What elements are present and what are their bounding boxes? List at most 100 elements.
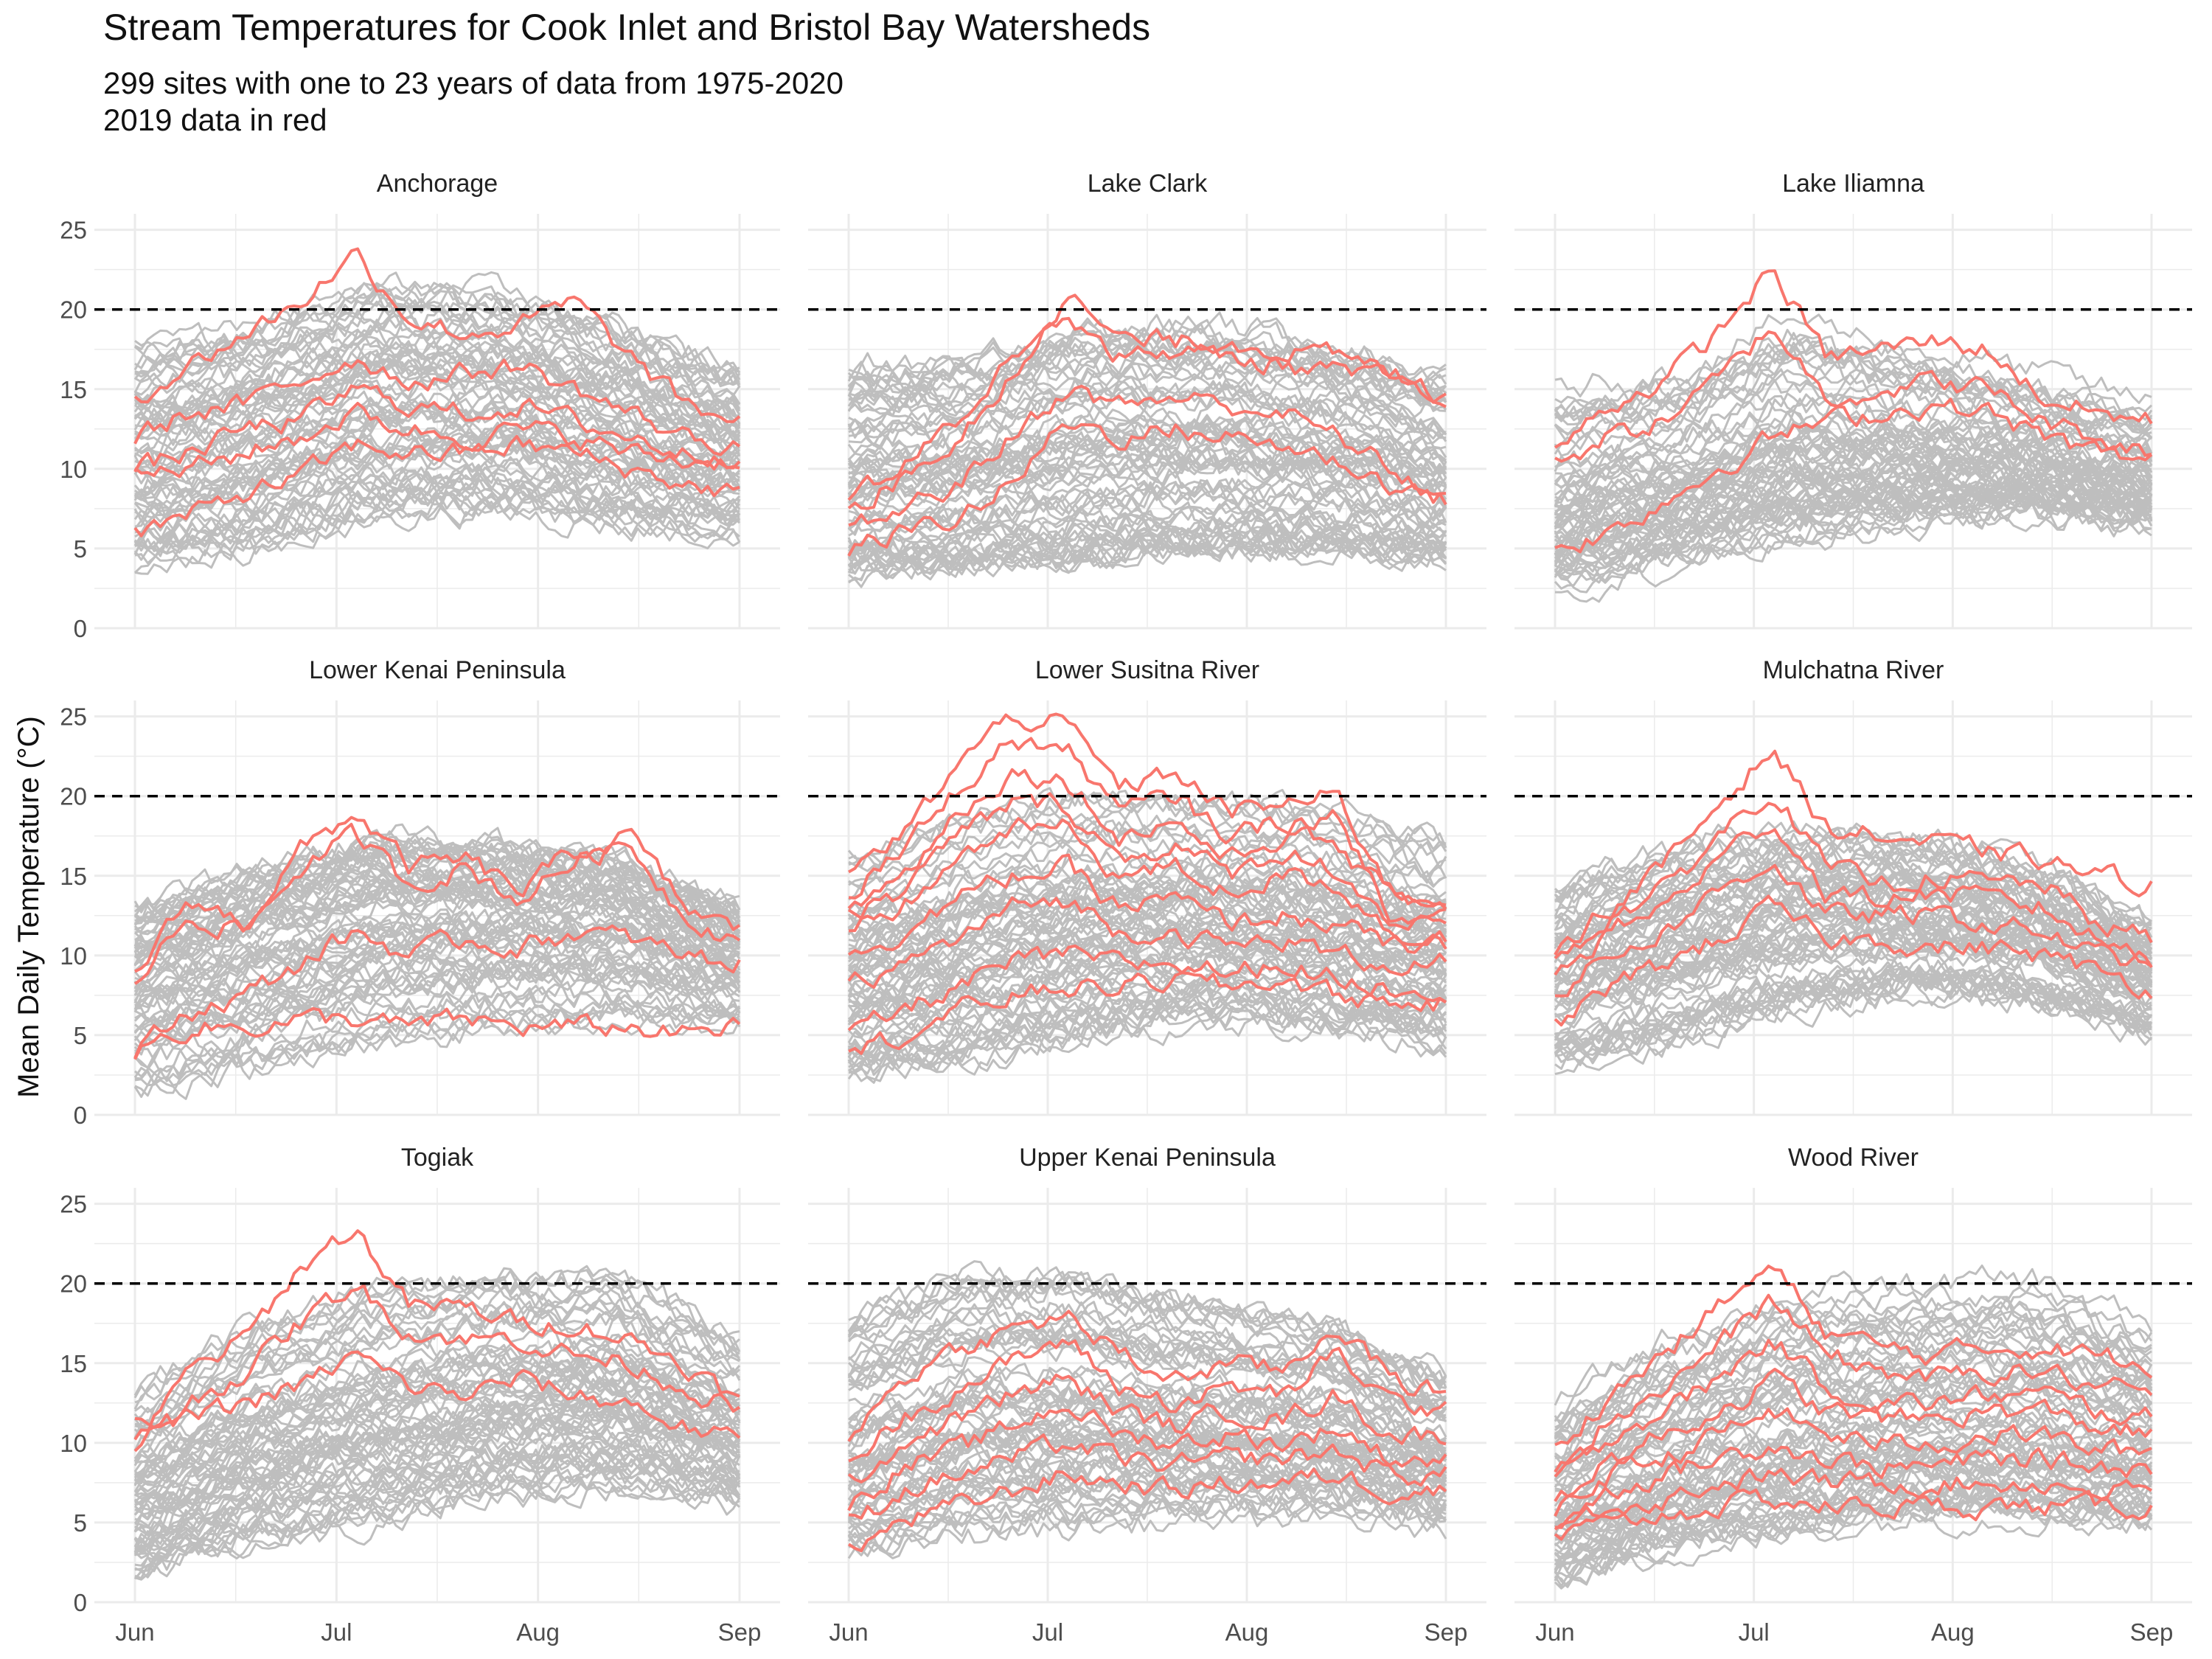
historical-series-line (1554, 1312, 2152, 1435)
historical-series-line (1554, 433, 2153, 502)
series-2019-line (1554, 863, 2153, 998)
historical-series-line (134, 349, 741, 429)
series-2019-line (848, 971, 1447, 1055)
historical-series-line (1554, 1282, 2153, 1429)
historical-series-line (1554, 964, 2152, 1050)
historical-series-line (1554, 464, 2153, 538)
historical-series-line (134, 1465, 740, 1581)
x-tick-label: Jul (1032, 1618, 1063, 1646)
y-tick-label: 15 (60, 376, 87, 403)
historical-series-line (847, 334, 1447, 398)
historical-series-line (847, 876, 1447, 961)
y-tick-label: 25 (60, 703, 87, 731)
historical-series-line (1554, 869, 2152, 950)
historical-series-line (1554, 1495, 2152, 1588)
historical-series-line (133, 1300, 740, 1439)
historical-series-line (1554, 1458, 2152, 1547)
x-tick-label: Jun (115, 1618, 154, 1646)
historical-series-line (133, 1445, 740, 1553)
historical-series-line (133, 483, 740, 557)
historical-series-line (133, 1368, 741, 1486)
series-2019-line (847, 1310, 1447, 1442)
historical-series-line (847, 1271, 1447, 1385)
historical-series-line (134, 867, 741, 950)
historical-series-line (1554, 880, 2152, 964)
series-2019-line (848, 712, 1447, 907)
historical-series-line (1554, 1374, 2153, 1494)
subtitle-line-1: 299 sites with one to 23 years of data f… (103, 66, 844, 100)
historical-series-line (847, 922, 1447, 998)
historical-series-line (133, 881, 740, 970)
historical-series-line (847, 353, 1447, 417)
series-2019-line (1554, 1293, 2153, 1473)
historical-series-line (134, 458, 741, 528)
historical-series-line (847, 981, 1447, 1055)
facet-title: Lower Susitna River (1035, 656, 1259, 684)
x-tick-label: Sep (718, 1618, 762, 1646)
series-2019-line (133, 1229, 740, 1453)
series-2019-line (847, 1467, 1447, 1553)
x-tick-label: Jul (321, 1618, 352, 1646)
y-tick-label: 5 (74, 1509, 87, 1537)
historical-series-line (134, 416, 740, 501)
historical-series-line (1554, 1296, 2152, 1430)
historical-series-line (134, 1282, 740, 1421)
historical-series-line (848, 1321, 1447, 1422)
series-2019-line (848, 817, 1447, 947)
historical-series-line (134, 380, 741, 468)
facet-title: Lower Kenai Peninsula (309, 656, 566, 684)
x-tick-label: Aug (1931, 1618, 1975, 1646)
historical-series-line (134, 324, 741, 412)
historical-series-line (134, 981, 741, 1069)
historical-series-line (848, 509, 1447, 558)
historical-series-line (1554, 973, 2152, 1051)
y-tick-label: 5 (74, 1022, 87, 1049)
series-2019-line (847, 896, 1447, 990)
historical-series-line (1554, 1492, 2153, 1588)
y-tick-label: 0 (74, 615, 87, 642)
historical-series-line (133, 906, 740, 990)
series-2019-line (1554, 801, 2153, 960)
historical-series-line (847, 1498, 1447, 1557)
series-2019-line (847, 944, 1447, 1032)
historical-series-line (848, 448, 1447, 501)
x-tick-label: Jul (1739, 1618, 1770, 1646)
historical-series-line (134, 1389, 741, 1496)
historical-series-line (1554, 970, 2153, 1071)
series-2019-line (1554, 828, 2153, 976)
series-2019-line (847, 853, 1447, 956)
historical-series-line (847, 311, 1447, 385)
series-2019-line (1554, 397, 2153, 554)
series-2019-line (848, 1338, 1447, 1463)
historical-series-line (1554, 1489, 2152, 1579)
y-tick-label: 10 (60, 942, 87, 970)
historical-series-line (133, 425, 740, 498)
historical-series-line (847, 998, 1447, 1084)
historical-series-line (133, 961, 740, 1051)
chart-title: Stream Temperatures for Cook Inlet and B… (103, 7, 1151, 48)
historical-series-line (133, 299, 741, 397)
facet-panel: Lower Kenai Peninsula 0 5 10 15 20 25 (60, 656, 780, 1129)
series-2019-line (133, 383, 741, 473)
facet-panel: Anchorage 0 5 10 15 20 25 (60, 170, 780, 642)
historical-series-line (1554, 917, 2153, 1001)
historical-series-line (848, 1388, 1447, 1455)
historical-series-line (847, 423, 1447, 487)
historical-series-line (134, 271, 741, 374)
historical-series-line (1554, 1390, 2153, 1492)
series-2019-line (847, 1373, 1447, 1484)
series-2019-line (848, 384, 1447, 527)
historical-series-line (133, 490, 740, 562)
series-2019-line (133, 247, 741, 423)
historical-series-line (133, 348, 741, 443)
historical-series-line (1554, 1301, 2153, 1441)
historical-series-line (1554, 427, 2153, 503)
historical-series-line (1554, 368, 2152, 455)
historical-series-line (847, 978, 1447, 1068)
x-tick-label: Sep (2130, 1618, 2174, 1646)
historical-series-line (134, 437, 740, 520)
series-2019-line (1554, 1368, 2153, 1503)
series-2019-line (1554, 1467, 2153, 1531)
facet-panel: Lower Susitna River (808, 656, 1486, 1116)
